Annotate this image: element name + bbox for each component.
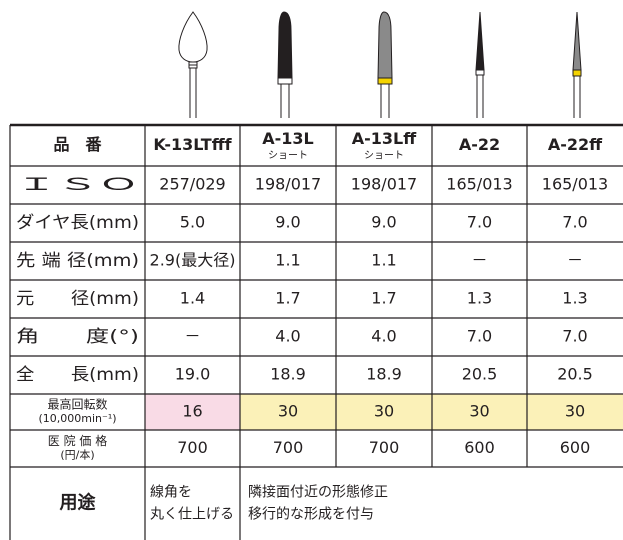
cell-value: 30 bbox=[469, 402, 489, 421]
use-text: 隣接面付近の形態修正 bbox=[248, 484, 388, 501]
cell-value: 20.5 bbox=[557, 365, 593, 384]
use-text: 移行的な形成を付与 bbox=[248, 507, 374, 523]
column-name: A-22 bbox=[459, 135, 500, 154]
cell-value: － bbox=[567, 251, 583, 270]
cell-value: 9.0 bbox=[371, 213, 396, 232]
cell-value: 198/017 bbox=[351, 175, 417, 194]
row-label-sub: (円/本) bbox=[60, 448, 94, 462]
cell-value: 1.1 bbox=[275, 251, 300, 270]
cell-fill bbox=[145, 394, 240, 430]
row-label: 元 径(mm) bbox=[16, 289, 139, 309]
cell-value: 257/029 bbox=[159, 175, 225, 194]
cell-value: 7.0 bbox=[562, 213, 587, 232]
cell-value: 700 bbox=[273, 438, 304, 457]
cell-value: 165/013 bbox=[542, 175, 608, 194]
cell-value: 4.0 bbox=[275, 327, 300, 346]
cell-value: 600 bbox=[464, 438, 495, 457]
cell-value: 600 bbox=[560, 438, 591, 457]
spec-table: 品 番 K-13LTfff A-13L ショート A-13Lff ショート A-22 A-22… bbox=[9, 123, 623, 540]
cell-value: 1.7 bbox=[275, 289, 300, 308]
cell-value: 1.7 bbox=[371, 289, 396, 308]
cell-value: 1.3 bbox=[467, 289, 492, 308]
cell-value: 1.4 bbox=[180, 289, 205, 308]
cell-value: 16 bbox=[182, 402, 202, 421]
column-sub: ショート bbox=[364, 151, 404, 162]
cell-value: － bbox=[471, 251, 487, 270]
row-label: 先 端 径(mm) bbox=[16, 251, 139, 271]
cell-value: 18.9 bbox=[366, 365, 402, 384]
use-text: 丸く仕上げる bbox=[150, 507, 234, 523]
cell-value: 1.3 bbox=[562, 289, 587, 308]
cell-value: 7.0 bbox=[467, 213, 492, 232]
row-label: ダイヤ長(mm) bbox=[16, 213, 139, 233]
cell-value: 20.5 bbox=[462, 365, 498, 384]
cell-value: 2.9(最大径) bbox=[150, 251, 236, 270]
cell-fill bbox=[527, 394, 623, 430]
column-name: A-22ff bbox=[548, 135, 603, 154]
cell-value: 30 bbox=[278, 402, 298, 421]
cell-value: 7.0 bbox=[467, 327, 492, 346]
row-label: 角 度(°) bbox=[16, 327, 139, 347]
cell-value: 1.1 bbox=[371, 251, 396, 270]
cell-value: 165/013 bbox=[446, 175, 512, 194]
use-label: 用途 bbox=[60, 492, 97, 514]
bur-illustrations bbox=[178, 11, 582, 118]
cell-value: 5.0 bbox=[180, 213, 205, 232]
column-name: A-13L bbox=[262, 129, 313, 148]
row-label: ＩＳＯ bbox=[16, 175, 139, 195]
row-label-sub: (10,000min⁻¹) bbox=[38, 412, 116, 425]
column-name: A-13Lff bbox=[352, 129, 417, 148]
use-text: 線角を bbox=[150, 485, 192, 501]
row-label: 全 長(mm) bbox=[16, 365, 139, 385]
cell-value: 30 bbox=[374, 402, 394, 421]
cell-value: 19.0 bbox=[175, 365, 211, 384]
cell-value: 700 bbox=[177, 438, 208, 457]
cell-fill bbox=[336, 394, 432, 430]
row-label: 最高回転数 bbox=[47, 397, 107, 412]
cell-value: － bbox=[184, 327, 200, 346]
column-sub: ショート bbox=[268, 151, 308, 162]
cell-value: 4.0 bbox=[371, 327, 396, 346]
cell-fill bbox=[240, 394, 336, 430]
cell-fill bbox=[432, 394, 527, 430]
cell-value: 7.0 bbox=[562, 327, 587, 346]
header-label: 品 番 bbox=[53, 135, 102, 154]
row-label: 医 院 価 格 bbox=[48, 433, 107, 448]
cell-value: 700 bbox=[369, 438, 400, 457]
column-name: K-13LTfff bbox=[153, 135, 232, 154]
cell-value: 18.9 bbox=[270, 365, 306, 384]
cell-value: 198/017 bbox=[255, 175, 321, 194]
cell-value: 9.0 bbox=[275, 213, 300, 232]
cell-value: 30 bbox=[565, 402, 585, 421]
